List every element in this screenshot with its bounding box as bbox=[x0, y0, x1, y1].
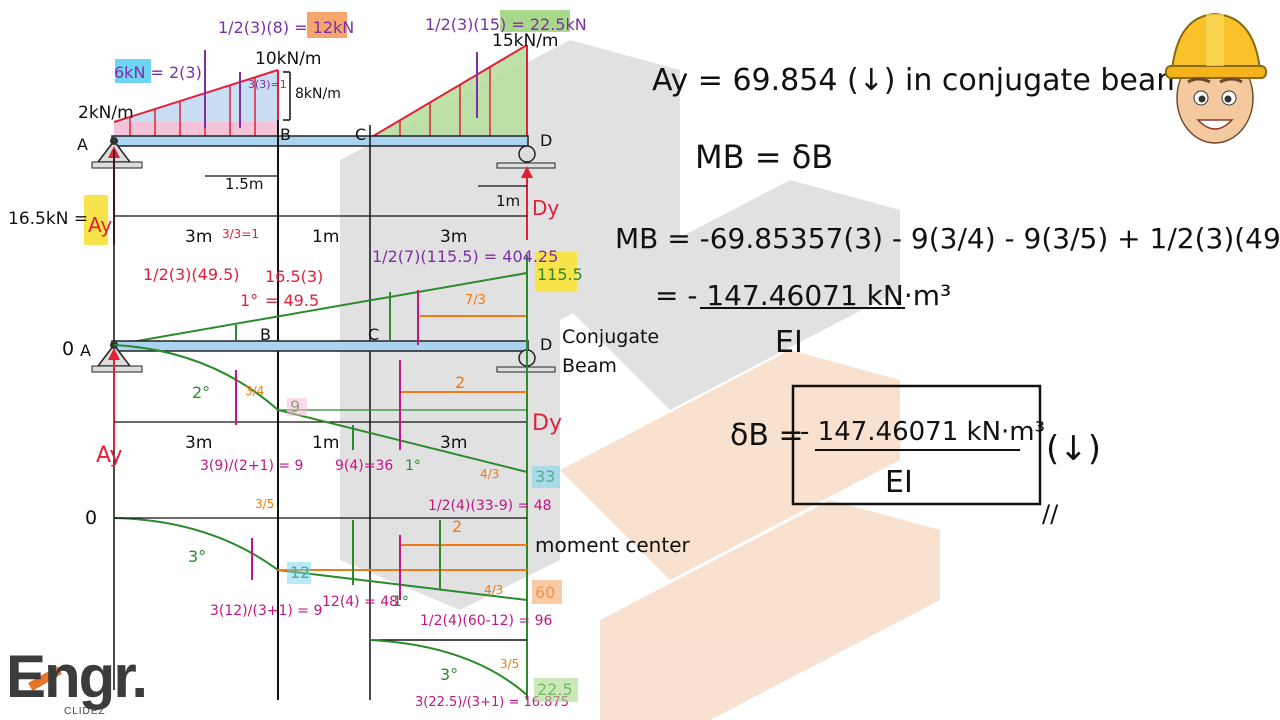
p1-formula-c: 9(4)=36 bbox=[335, 458, 393, 474]
conjugate-max-moment: 115.5 bbox=[537, 265, 583, 284]
conjugate-seven-third: 7/3 bbox=[465, 293, 486, 308]
one-third-note: 3(3)=1 bbox=[248, 78, 287, 91]
p1-area-d: 1/2(4)(33-9) = 48 bbox=[428, 498, 552, 514]
moment-center-label: moment center bbox=[535, 533, 691, 557]
point-a-label: A bbox=[77, 135, 88, 154]
conjugate-label-1: Conjugate bbox=[562, 326, 659, 348]
solution-db-den: EI bbox=[885, 465, 913, 500]
p1-deg: 2° bbox=[192, 383, 210, 402]
point-b-label: B bbox=[280, 125, 291, 144]
highlight-22-5 bbox=[534, 678, 578, 702]
highlight-12 bbox=[287, 562, 311, 584]
ab-third-note: 3/3=1 bbox=[222, 227, 259, 241]
conjugate-point-a: A bbox=[80, 341, 91, 360]
conjugate-reaction-a: Ay bbox=[96, 443, 123, 468]
conjugate-point-d: D bbox=[540, 335, 552, 354]
solution-db-num: - 147.46071 kN·m³ bbox=[800, 417, 1045, 447]
p3-frac: 3/5 bbox=[500, 657, 519, 671]
solution-mb-eq: MB = δB bbox=[695, 138, 833, 176]
load-2kn-label: 2kN/m bbox=[78, 103, 134, 123]
point-c-label: C bbox=[355, 125, 366, 144]
dim-1-5m: 1.5m bbox=[225, 175, 263, 193]
logo-text: Engr. bbox=[6, 642, 146, 711]
p1-frac-b: 3/4 bbox=[245, 384, 264, 398]
conjugate-label-2: Beam bbox=[562, 355, 617, 377]
highlight-60 bbox=[532, 580, 562, 604]
reaction-d-symbol: Dy bbox=[532, 196, 559, 220]
span-ab: 3m bbox=[185, 227, 212, 247]
engineer-mascot bbox=[1166, 14, 1266, 143]
load-8kn-label: 8kN/m bbox=[295, 86, 341, 102]
conjugate-area-ad: 1/2(7)(115.5) = 404.25 bbox=[372, 247, 558, 266]
load-10kn-label: 10kN/m bbox=[255, 49, 321, 69]
p2-deg-c: 1° bbox=[393, 594, 409, 610]
p1-deg-c: 1° bbox=[405, 458, 421, 474]
dim-1m: 1m bbox=[496, 192, 520, 210]
p2-frac-d: 4/3 bbox=[484, 583, 503, 597]
rect-force-formula: 6kN = 2(3) bbox=[114, 63, 202, 82]
conjugate-reaction-d: Dy bbox=[532, 411, 562, 436]
p1-arrow-2: 2 bbox=[455, 373, 465, 392]
conjugate-moment-b-val: = 49.5 bbox=[265, 291, 319, 310]
conjugate-deg-1: 1° bbox=[240, 291, 258, 310]
solution-mb-expr: MB = -69.85357(3) - 9(3/4) - 9(3/5) + 1/… bbox=[615, 222, 1280, 255]
conjugate-point-c: C bbox=[368, 325, 379, 344]
reaction-a-symbol: Ay bbox=[88, 213, 112, 237]
conjugate-span-bc: 1m bbox=[312, 433, 339, 453]
tri-resultant-formula: 1/2(3)(15) = 22.5kN bbox=[425, 15, 587, 34]
load-15kn-label: 15kN/m bbox=[492, 31, 558, 51]
p2-arrow-2: 2 bbox=[452, 517, 462, 536]
conjugate-point-b: B bbox=[260, 325, 271, 344]
highlight-9 bbox=[287, 398, 307, 416]
point-d-label: D bbox=[540, 131, 552, 150]
span-bc: 1m bbox=[312, 227, 339, 247]
p2-frac-b: 3/5 bbox=[255, 497, 274, 511]
conjugate-area-ab: 1/2(3)(49.5) bbox=[143, 265, 240, 284]
logo-sub: CLIDEZ bbox=[64, 706, 106, 717]
reaction-a-value: 16.5kN = bbox=[8, 209, 88, 229]
p3-deg: 3° bbox=[440, 665, 458, 684]
p2-deg: 3° bbox=[188, 547, 206, 566]
span-cd: 3m bbox=[440, 227, 467, 247]
conjugate-span-cd: 3m bbox=[440, 433, 467, 453]
p1-frac-d: 4/3 bbox=[480, 467, 499, 481]
brand-logo: Engr. CLIDEZ bbox=[6, 640, 176, 720]
highlight-33 bbox=[532, 466, 560, 488]
conjugate-origin: 0 bbox=[62, 338, 74, 360]
p2-formula-b: 3(12)/(3+1) = 9 bbox=[210, 603, 322, 619]
solution-db-dir: (↓) bbox=[1046, 429, 1101, 469]
p2-area-d: 1/2(4)(60-12) = 96 bbox=[420, 613, 553, 629]
conjugate-span-ab: 3m bbox=[185, 433, 212, 453]
solution-mb-den: EI bbox=[775, 325, 803, 360]
solution-done: // bbox=[1042, 500, 1059, 528]
rect-resultant-formula: 1/2(3)(8) = 12kN bbox=[218, 18, 354, 37]
p2-formula-c: 12(4) = 48 bbox=[322, 594, 398, 610]
conjugate-moment-b: 16.5(3) bbox=[265, 267, 323, 286]
p2-origin: 0 bbox=[85, 507, 97, 529]
solution-ay: Ay = 69.854 (↓) in conjugate beam bbox=[652, 63, 1185, 98]
p1-formula-b: 3(9)/(2+1) = 9 bbox=[200, 458, 303, 474]
